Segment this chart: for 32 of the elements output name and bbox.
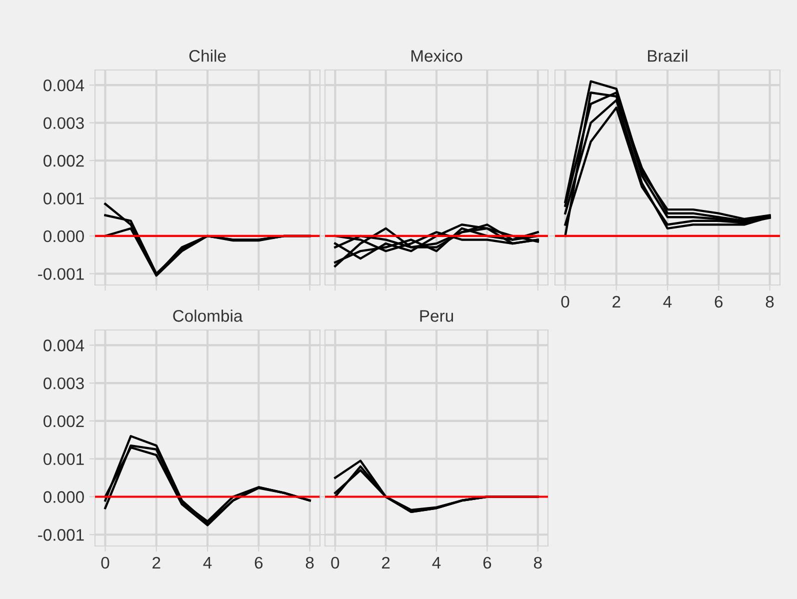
y-tick-label: 0.001 xyxy=(44,192,84,204)
y-tick-label: 0.000 xyxy=(44,230,84,242)
chart-title: Mexico xyxy=(411,50,462,62)
y-tick-label: 0.003 xyxy=(44,377,84,390)
y-tick-label: 0.004 xyxy=(44,79,84,92)
chart-title: Peru xyxy=(420,310,453,322)
x-tick-label: 6 xyxy=(714,296,723,308)
x-tick-label: 2 xyxy=(382,556,390,568)
y-tick-label: -0.001 xyxy=(38,268,84,280)
x-tick-label: 2 xyxy=(612,296,620,308)
chart-title: Chile xyxy=(189,50,226,62)
x-tick-label: 4 xyxy=(663,296,672,308)
y-tick-label: 0.001 xyxy=(44,453,84,466)
x-tick-label: 0 xyxy=(101,556,110,569)
y-tick-label: 0.002 xyxy=(44,154,84,167)
x-tick-label: 8 xyxy=(306,556,314,569)
x-tick-label: 6 xyxy=(254,556,263,569)
y-tick-label: 0.000 xyxy=(44,491,84,503)
x-tick-label: 6 xyxy=(483,556,492,569)
chart-title: Brazil xyxy=(648,50,688,62)
x-tick-label: 8 xyxy=(766,296,774,308)
y-tick-label: 0.003 xyxy=(44,117,84,130)
y-tick-label: 0.004 xyxy=(44,340,84,352)
y-tick-label: 0.002 xyxy=(44,415,84,428)
x-tick-label: 4 xyxy=(203,557,212,568)
x-tick-label: 0 xyxy=(331,556,340,569)
x-tick-label: 2 xyxy=(152,556,160,568)
x-tick-label: 0 xyxy=(561,296,570,308)
y-tick-label: -0.001 xyxy=(38,529,84,541)
chart-title: Colombia xyxy=(173,310,243,322)
x-tick-label: 4 xyxy=(432,557,441,568)
x-tick-label: 8 xyxy=(534,556,542,569)
